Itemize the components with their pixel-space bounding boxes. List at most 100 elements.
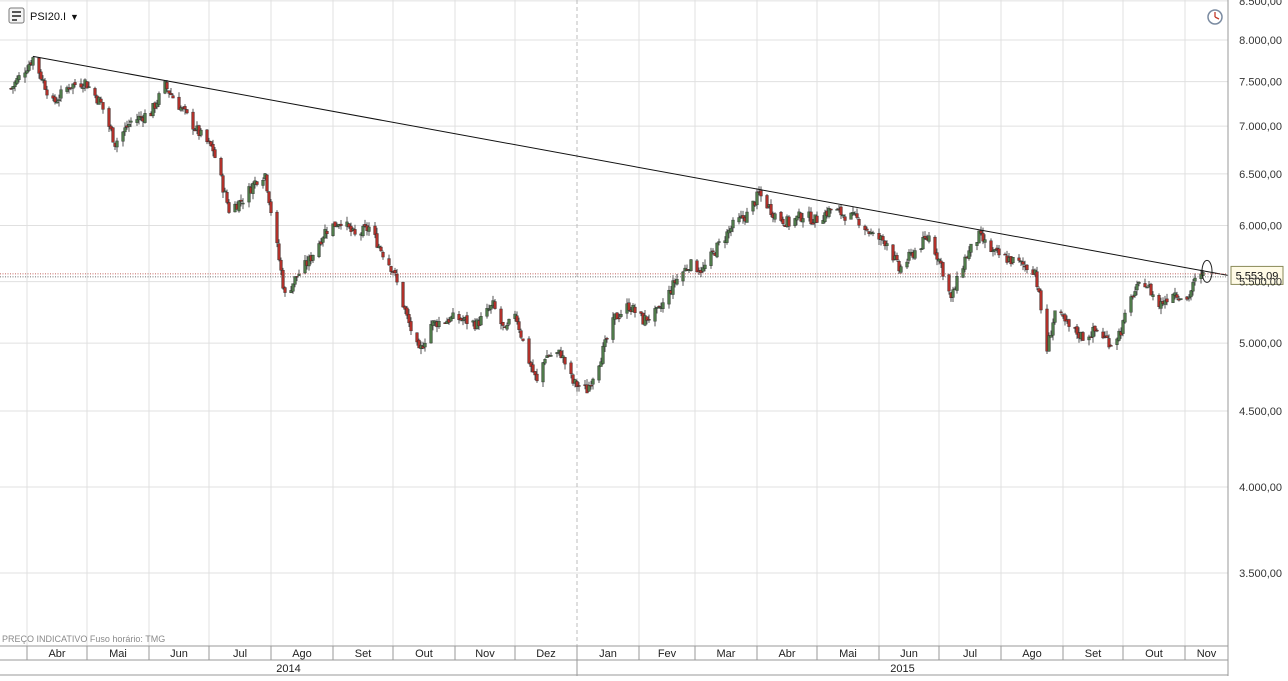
- candle: [423, 338, 427, 352]
- candle: [1129, 294, 1133, 317]
- footer-note: PREÇO INDICATIVO Fuso horário: TMG: [2, 634, 165, 644]
- candle-body: [543, 359, 547, 364]
- candle-body: [219, 158, 223, 176]
- candle-body: [569, 362, 573, 374]
- candle: [711, 248, 715, 255]
- candle-body: [515, 315, 519, 322]
- candle-body: [505, 325, 509, 330]
- candle: [605, 336, 609, 343]
- candle: [639, 311, 643, 317]
- candle: [393, 267, 397, 276]
- candle: [375, 227, 379, 249]
- candle: [1191, 279, 1195, 296]
- candle: [23, 67, 27, 83]
- candle-body: [729, 228, 733, 232]
- candle: [1123, 309, 1127, 324]
- candle: [417, 338, 421, 349]
- x-tick-label: Set: [1085, 648, 1102, 660]
- candle: [281, 267, 285, 290]
- candle: [283, 286, 287, 297]
- candle: [599, 357, 603, 367]
- candle: [827, 206, 831, 219]
- candle: [381, 250, 385, 260]
- candle-body: [1045, 308, 1049, 352]
- candle: [261, 177, 265, 189]
- candle-body: [135, 119, 139, 123]
- candle: [977, 230, 981, 244]
- candle: [353, 224, 357, 237]
- candle: [717, 238, 721, 246]
- candle: [997, 245, 1001, 259]
- candle: [221, 173, 225, 198]
- candle: [731, 217, 735, 233]
- candle-body: [839, 206, 843, 216]
- candle-body: [107, 108, 111, 127]
- candle-body: [725, 231, 729, 243]
- candle: [157, 91, 161, 108]
- candle-body: [1135, 284, 1139, 291]
- candle-body: [701, 267, 705, 272]
- candle-body: [1151, 294, 1155, 297]
- candle: [1039, 288, 1043, 314]
- candle: [611, 312, 615, 343]
- candles: [9, 56, 1205, 394]
- candle: [647, 314, 651, 323]
- candle: [267, 191, 271, 206]
- candle: [55, 97, 59, 104]
- candle-body: [291, 283, 295, 292]
- candle: [389, 265, 393, 276]
- candle-body: [857, 219, 861, 226]
- candle: [937, 258, 941, 265]
- candle-body: [407, 314, 411, 324]
- candle: [921, 231, 925, 250]
- candle-body: [41, 79, 45, 81]
- candle-body: [101, 102, 105, 110]
- candle: [715, 242, 719, 259]
- candle: [527, 336, 531, 365]
- candle-body: [823, 212, 827, 222]
- trendline[interactable]: [32, 55, 1229, 276]
- candle: [653, 305, 657, 327]
- candle-body: [417, 339, 421, 349]
- candle: [741, 210, 745, 224]
- candle-body: [501, 321, 505, 326]
- candle: [891, 244, 895, 263]
- candle: [839, 204, 843, 220]
- candle-body: [23, 72, 27, 78]
- candle: [115, 137, 119, 153]
- candle-body: [115, 140, 119, 148]
- candle-body: [275, 211, 279, 244]
- candle: [479, 312, 483, 326]
- candle: [993, 248, 997, 256]
- candle: [1021, 257, 1025, 271]
- candle-body: [227, 202, 231, 213]
- candle-body: [1163, 300, 1167, 305]
- chart-menu-icon[interactable]: [8, 7, 25, 24]
- candle: [415, 332, 419, 346]
- candle: [421, 341, 425, 350]
- candle: [269, 199, 273, 216]
- candle-body: [923, 235, 927, 239]
- candle: [239, 194, 243, 207]
- candle-body: [479, 316, 483, 326]
- candle-body: [519, 330, 523, 338]
- candle: [223, 187, 227, 193]
- candle-body: [1107, 338, 1111, 348]
- candle-body: [881, 236, 885, 241]
- candle: [11, 85, 15, 94]
- candle: [799, 212, 803, 223]
- candle: [765, 193, 769, 209]
- candle-body: [1137, 282, 1141, 284]
- candle-body: [279, 259, 283, 271]
- clock-icon[interactable]: [1207, 9, 1223, 25]
- candle: [905, 258, 909, 269]
- candle: [675, 273, 679, 286]
- candle-body: [53, 96, 57, 103]
- symbol-label[interactable]: PSI20.I: [30, 11, 66, 23]
- symbol-dropdown-icon[interactable]: ▼: [70, 12, 79, 22]
- candle-body: [885, 243, 889, 246]
- candle-body: [545, 355, 549, 358]
- candle-body: [123, 127, 127, 133]
